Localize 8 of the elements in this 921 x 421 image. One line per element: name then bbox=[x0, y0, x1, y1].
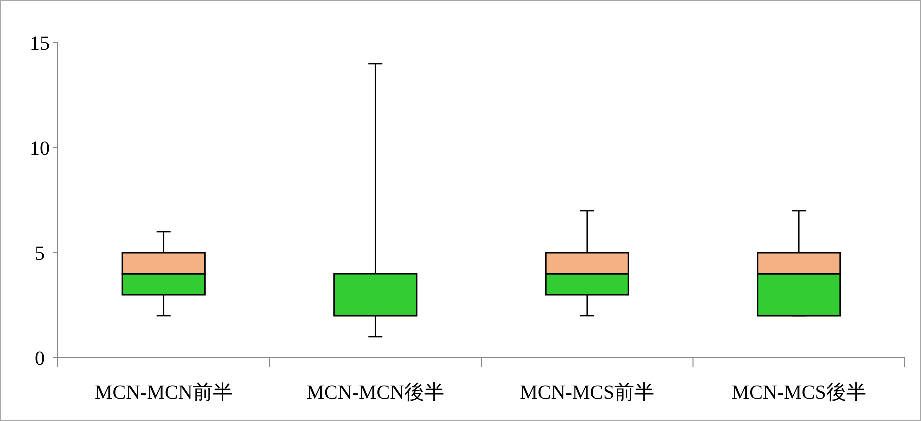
x-tick-label: MCN-MCN後半 bbox=[306, 382, 445, 404]
x-tick-label: MCN-MCN前半 bbox=[94, 382, 233, 404]
y-tick-label: 10 bbox=[30, 138, 50, 160]
x-tick-label: MCN-MCS前半 bbox=[520, 382, 655, 404]
y-tick-label: 15 bbox=[30, 33, 50, 55]
y-tick-label: 0 bbox=[35, 348, 45, 370]
x-tick-label: MCN-MCS後半 bbox=[732, 382, 866, 404]
y-tick-label: 5 bbox=[35, 243, 45, 265]
